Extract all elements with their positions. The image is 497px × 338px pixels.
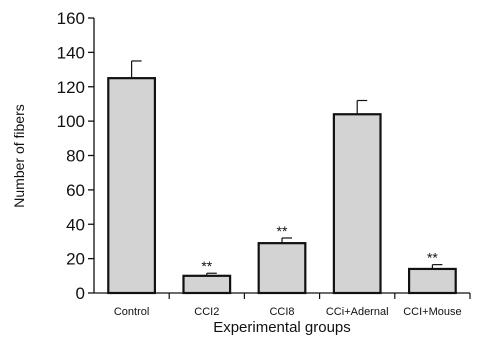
x-tick-label: CCi+Adernal bbox=[326, 306, 389, 318]
y-tick-label: 40 bbox=[66, 215, 85, 234]
bar-cci-adernal bbox=[332, 113, 382, 295]
x-tick-label: Control bbox=[114, 306, 149, 318]
x-axis: Control CCI2 CCI8 CCi+Adernal CCI+Mouse bbox=[94, 292, 471, 318]
y-tick-label: 0 bbox=[76, 284, 85, 303]
y-tick-label: 60 bbox=[66, 181, 85, 200]
x-tick-label: CCI8 bbox=[269, 306, 294, 318]
y-tick-label: 140 bbox=[57, 43, 85, 62]
y-tick-label: 20 bbox=[66, 250, 85, 269]
bar-cci8 bbox=[257, 242, 307, 295]
bar-cci-mouse bbox=[407, 267, 457, 295]
x-axis-title: Experimental groups bbox=[213, 319, 351, 336]
y-tick-label: 80 bbox=[66, 147, 85, 166]
bar-control bbox=[107, 77, 157, 295]
x-tick-label: CCI2 bbox=[194, 306, 219, 318]
x-tick-label: CCI+Mouse bbox=[403, 306, 461, 318]
y-axis-title: Number of fibers bbox=[11, 104, 27, 207]
y-tick-label: 100 bbox=[57, 112, 85, 131]
bar-cci2 bbox=[182, 274, 232, 295]
significance-label: ** bbox=[427, 250, 438, 266]
significance-label: ** bbox=[277, 223, 288, 239]
y-tick-label: 160 bbox=[57, 9, 85, 28]
bars-group: ** ** ** bbox=[107, 60, 457, 295]
y-axis: 0 20 40 60 80 100 120 140 160 bbox=[57, 9, 95, 303]
significance-label: ** bbox=[201, 258, 212, 274]
y-tick-label: 120 bbox=[57, 78, 85, 97]
